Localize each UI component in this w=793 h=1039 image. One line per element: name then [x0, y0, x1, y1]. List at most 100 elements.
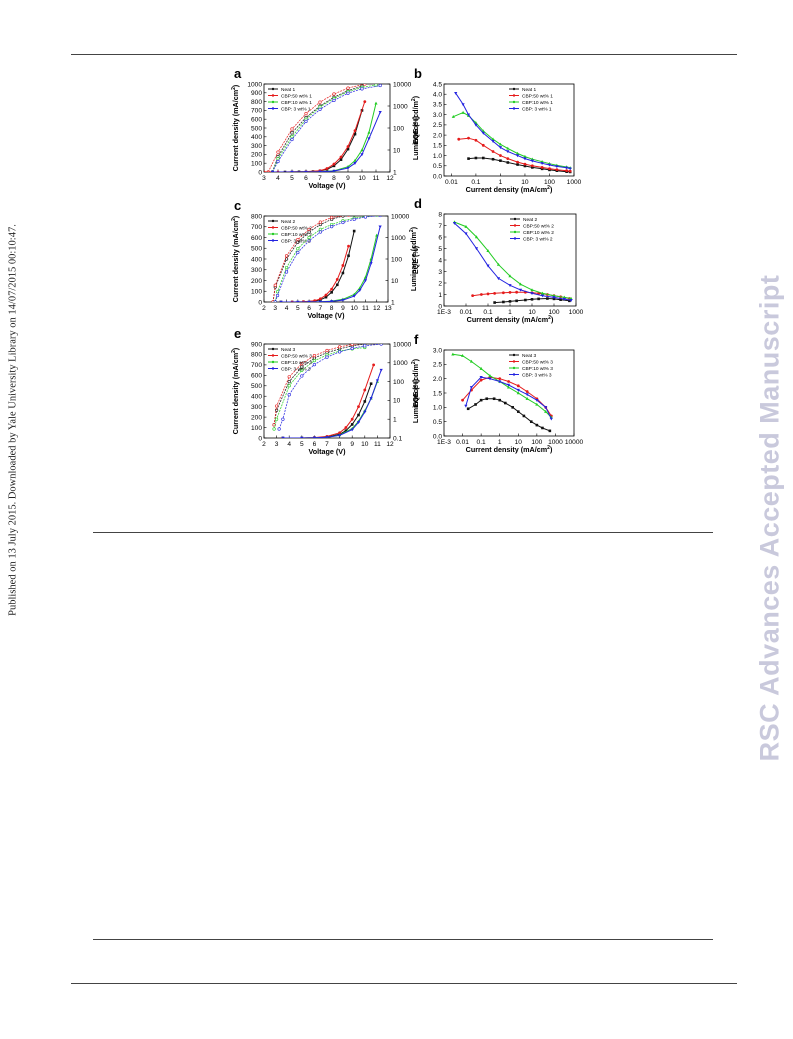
data-point — [325, 167, 329, 170]
y-tick-label: 100 — [251, 161, 262, 168]
luminance-point — [287, 380, 291, 384]
legend-marker — [512, 100, 516, 104]
data-point — [530, 298, 534, 301]
y2-tick-label: 10 — [393, 398, 401, 405]
data-point — [481, 143, 485, 147]
y2-tick-label: 10000 — [393, 341, 412, 348]
data-point — [518, 288, 523, 292]
y2-tick-label: 1000 — [393, 360, 408, 367]
plot-area — [452, 220, 573, 304]
data-point — [546, 297, 549, 300]
data-point — [479, 398, 483, 402]
data-point — [506, 146, 510, 150]
data-point — [488, 374, 492, 377]
y-tick-label: 900 — [251, 341, 262, 348]
legend-label: CBP:50 wt% 3 — [281, 353, 312, 359]
luminance-point — [272, 427, 276, 431]
data-point — [330, 300, 334, 302]
data-point — [344, 426, 348, 429]
data-point — [279, 300, 283, 302]
data-point — [474, 403, 477, 406]
data-point — [529, 420, 533, 423]
data-point — [555, 168, 559, 172]
y-tick-label: 3 — [438, 269, 442, 276]
luminance-point — [341, 220, 345, 225]
legend-marker — [271, 367, 275, 370]
data-point — [506, 161, 510, 164]
x-tick-label: 12 — [386, 441, 394, 448]
data-point — [357, 413, 360, 417]
journal-watermark: RSC Advances Accepted Manuscript — [754, 274, 785, 762]
panel-f: f 1E-3 0.01 0.1 1 10 100 1000 10000 0.0 0.5 1.0 1.5 2… — [411, 332, 583, 454]
series-line-4 — [465, 376, 552, 420]
x-tick-label: 13 — [384, 305, 392, 312]
luminance-point — [300, 374, 304, 378]
data-point — [335, 278, 339, 281]
y2-tick-label: 1000 — [391, 235, 406, 242]
y-tick-label: 300 — [251, 143, 262, 150]
x-tick-label: 0.01 — [445, 179, 458, 186]
data-point — [498, 142, 503, 146]
data-point — [461, 103, 465, 107]
x-tick-label: 1000 — [569, 309, 584, 316]
data-point — [479, 366, 483, 370]
data-point — [332, 162, 336, 166]
series-line-1 — [282, 383, 372, 438]
x-tick-label: 1000 — [567, 179, 582, 186]
y-axis-label: EQE (%) — [411, 378, 420, 407]
y-tick-label: 500 — [251, 246, 262, 253]
legend-marker — [271, 100, 275, 104]
data-point — [565, 169, 569, 173]
luminance-point — [300, 362, 304, 366]
data-point — [488, 377, 492, 381]
data-point — [523, 157, 527, 161]
x-tick-label: 8 — [338, 441, 342, 448]
y-tick-label: 900 — [251, 90, 262, 97]
data-point — [544, 406, 548, 410]
panel-letter: c — [234, 198, 241, 213]
data-point — [451, 352, 455, 356]
x-tick-label: 7 — [318, 175, 322, 182]
luminance-line-1 — [273, 344, 365, 425]
luminance-point — [287, 375, 291, 379]
data-point — [493, 291, 497, 295]
figure-bottom-rule — [93, 532, 713, 533]
data-point — [508, 291, 512, 294]
data-point — [451, 115, 455, 118]
data-point — [469, 359, 474, 363]
x-tick-label: 8 — [330, 305, 334, 312]
data-point — [498, 377, 502, 381]
data-point — [466, 407, 470, 411]
legend-marker — [271, 360, 275, 364]
x-axis-label: Voltage (V) — [308, 181, 346, 190]
luminance-point — [363, 344, 367, 348]
y-tick-label: 0.5 — [433, 163, 442, 170]
data-point — [516, 384, 520, 388]
luminance-point — [276, 150, 280, 154]
luminance-point — [304, 119, 308, 123]
y-tick-label: 200 — [251, 278, 262, 285]
series-line-4 — [282, 369, 382, 438]
luminance-line-2 — [272, 216, 346, 302]
legend-label: CBP:10 wt% 2 — [523, 230, 554, 236]
legend-marker — [271, 107, 275, 110]
data-point — [335, 283, 339, 287]
luminance-point — [341, 216, 345, 218]
data-point — [330, 287, 334, 291]
x-tick-label: 0.1 — [477, 439, 486, 446]
data-point — [562, 295, 567, 299]
y-tick-label: 4 — [438, 257, 442, 264]
legend-marker — [271, 87, 275, 91]
data-point — [363, 388, 367, 392]
legend-marker — [512, 353, 516, 357]
luminance-point — [318, 220, 322, 224]
data-point — [464, 404, 468, 408]
legend-marker — [513, 217, 517, 221]
legend-label: CBP: 3 wt% 1 — [281, 106, 311, 112]
content-bottom-rule — [93, 939, 713, 940]
luminance-line-1 — [272, 216, 344, 302]
data-point — [492, 397, 496, 401]
data-point — [360, 148, 364, 152]
x-tick-label: 100 — [531, 439, 542, 446]
data-point — [498, 380, 502, 384]
